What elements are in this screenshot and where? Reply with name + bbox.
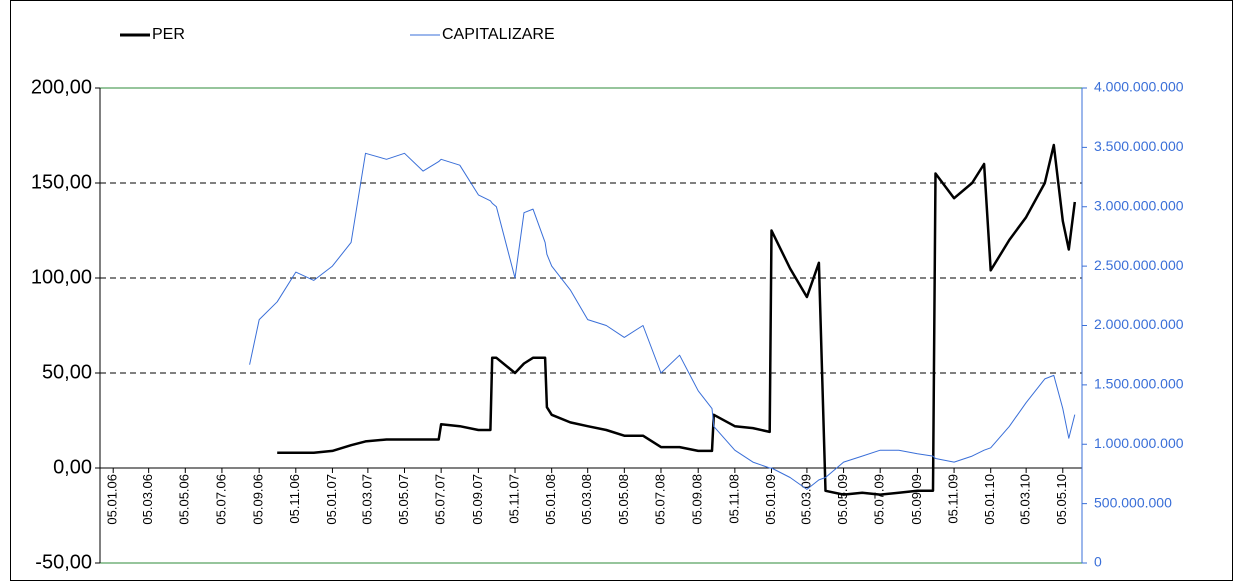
x-tick-label: 05.05.06: [177, 474, 192, 525]
x-tick-label: 05.11.06: [287, 474, 302, 524]
y-tick-label: 150,00: [31, 171, 92, 193]
x-tick-label: 05.07.07: [433, 474, 448, 525]
y2-tick-label: 1.500.000.000: [1094, 376, 1184, 392]
y2-tick-label: 500.000.000: [1094, 494, 1172, 510]
legend-label: CAPITALIZARE: [442, 26, 555, 43]
x-tick-label: 05.07.06: [213, 474, 228, 525]
y2-tick-label: 2.500.000.000: [1094, 257, 1184, 273]
y-tick-label: 50,00: [42, 361, 92, 383]
y-tick-label: -50,00: [35, 551, 92, 573]
x-tick-label: 05.03.07: [359, 474, 374, 525]
x-tick-label: 05.01.06: [105, 474, 120, 525]
y-tick-label: 200,00: [31, 76, 92, 98]
y-tick-label: 0,00: [53, 456, 92, 478]
x-tick-label: 05.01.07: [324, 474, 339, 525]
series-line: [277, 143, 1077, 496]
y2-tick-label: 1.000.000.000: [1094, 435, 1184, 451]
x-tick-label: 05.03.10: [1018, 474, 1033, 525]
x-tick-label: 05.05.08: [616, 474, 631, 525]
x-tick-label: 05.05.09: [835, 474, 850, 525]
x-tick-label: 05.05.10: [1054, 474, 1069, 525]
legend-label: PER: [152, 26, 185, 43]
y-tick-label: 100,00: [31, 266, 92, 288]
series-line: [249, 152, 1076, 490]
x-tick-label: 05.09.09: [909, 474, 924, 525]
x-tick-label: 05.11.09: [946, 474, 961, 524]
x-tick-label: 05.09.08: [690, 474, 705, 525]
x-tick-label: 05.11.07: [506, 474, 521, 524]
y2-tick-label: 2.000.000.000: [1094, 316, 1184, 332]
x-tick-label: 05.03.08: [579, 474, 594, 525]
chart-frame: [10, 0, 1233, 581]
y2-tick-label: 3.000.000.000: [1094, 197, 1184, 213]
x-tick-label: 05.01.08: [543, 474, 558, 525]
x-tick-label: 05.09.06: [251, 474, 266, 525]
y2-tick-label: 4.000.000.000: [1094, 79, 1184, 95]
y2-tick-label: 3.500.000.000: [1094, 138, 1184, 154]
x-tick-label: 05.07.09: [872, 474, 887, 525]
x-tick-label: 05.11.08: [726, 474, 741, 524]
x-tick-label: 05.03.09: [798, 474, 813, 525]
x-tick-label: 05.03.06: [140, 474, 155, 525]
x-tick-label: 05.01.09: [763, 474, 778, 525]
x-tick-label: 05.05.07: [396, 474, 411, 525]
x-tick-label: 05.07.08: [652, 474, 667, 525]
x-tick-label: 05.01.10: [982, 474, 997, 525]
x-tick-label: 05.09.07: [470, 474, 485, 525]
y2-tick-label: 0: [1094, 554, 1102, 570]
